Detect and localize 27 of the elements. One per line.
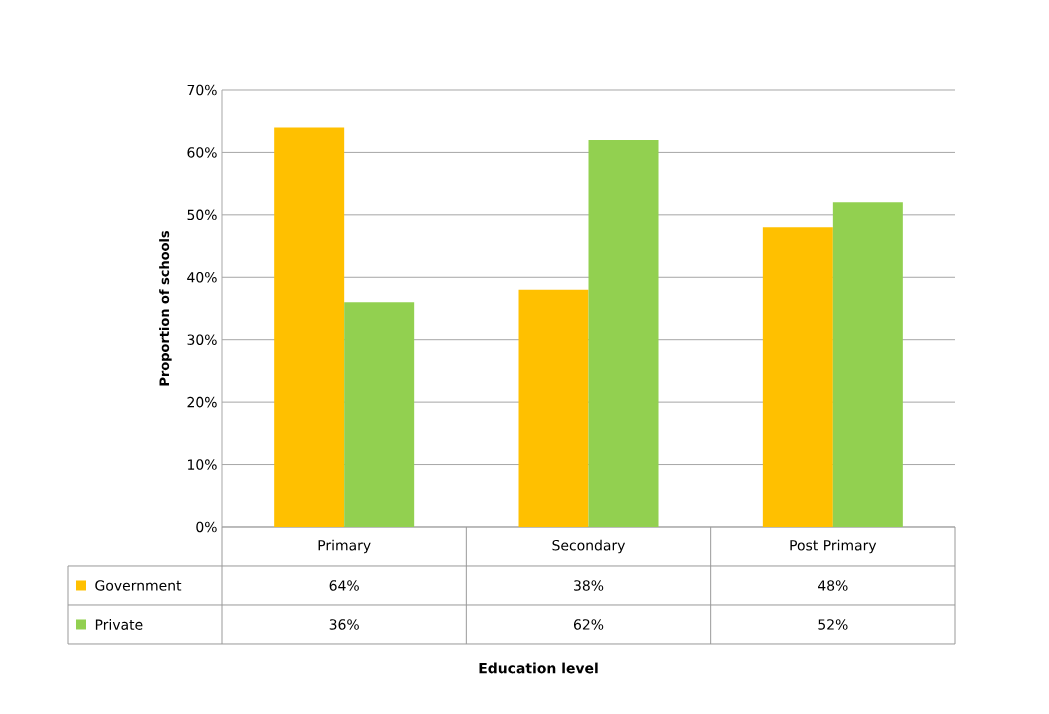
data-label: 52% xyxy=(818,619,848,630)
y-axis-title: Proportion of schools xyxy=(159,231,172,386)
x-tick-label: Post Primary xyxy=(790,539,877,554)
data-label: 62% xyxy=(573,619,604,630)
bar xyxy=(762,227,833,527)
x-tick-label: Secondary xyxy=(552,539,626,554)
data-label: 36% xyxy=(329,619,359,630)
legend-label: Private xyxy=(95,619,143,630)
y-tick-label: 20% xyxy=(187,396,217,408)
data-label: 48% xyxy=(818,580,848,591)
legend-label: Government xyxy=(95,580,182,591)
bar xyxy=(274,127,345,527)
data-label: 38% xyxy=(574,580,604,591)
bar xyxy=(344,302,415,527)
y-tick-label: 70% xyxy=(187,84,217,96)
x-tick-label: Primary xyxy=(318,539,371,554)
bar xyxy=(832,202,903,527)
bar xyxy=(588,139,659,527)
y-tick-label: 10% xyxy=(188,459,217,470)
text: Education level xyxy=(479,662,598,674)
y-tick-label: 30% xyxy=(187,334,217,345)
y-tick-label: 40% xyxy=(187,271,217,283)
data-label: 64% xyxy=(329,580,359,591)
y-tick-label: 0% xyxy=(196,521,217,533)
bar xyxy=(518,289,589,527)
y-tick-label: 50% xyxy=(187,209,217,221)
y-tick-label: 60% xyxy=(187,147,217,158)
